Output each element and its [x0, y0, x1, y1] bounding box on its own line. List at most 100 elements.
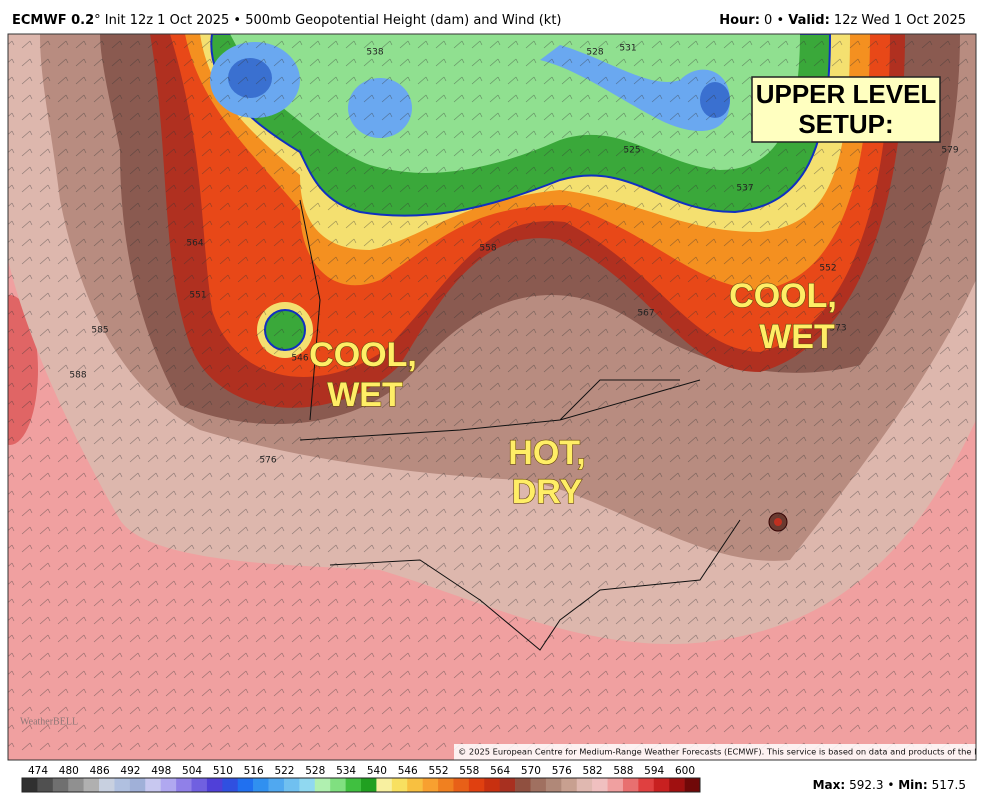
colorbar-swatch — [361, 778, 377, 792]
colorbar-label: 480 — [59, 765, 79, 777]
colorbar-swatch — [453, 778, 470, 792]
colorbar-label: 486 — [90, 765, 110, 777]
stats: Max: 592.3 • Min: 517.5 — [813, 778, 966, 792]
colorbar-label: 522 — [274, 765, 294, 777]
colorbar-swatch — [37, 778, 54, 792]
colorbar-swatch — [515, 778, 531, 792]
colorbar-swatch — [638, 778, 655, 792]
colorbar-swatch — [222, 778, 239, 792]
colorbar-label: 594 — [644, 765, 664, 777]
setup-line: UPPER LEVEL — [756, 79, 937, 109]
copyright-bg — [454, 744, 976, 760]
colorbar-swatch — [484, 778, 500, 792]
map: 538 531 528 537 525 564 551 552 546 558 567 573 576 5… — [8, 34, 984, 760]
colorbar-swatch — [422, 778, 439, 792]
colorbar-swatch — [561, 778, 578, 792]
colorbar-swatch — [545, 778, 562, 792]
borders — [299, 199, 741, 651]
colorbar-label: 504 — [182, 765, 202, 777]
contour-label: 528 — [586, 48, 603, 58]
colorbar-swatch — [345, 778, 362, 792]
contour-label: 588 — [69, 371, 86, 381]
contour-label: 546 — [291, 354, 308, 364]
colorbar-label: 510 — [213, 765, 233, 777]
watermark: WeatherBELL — [20, 716, 78, 727]
colorbar-swatch — [145, 778, 161, 792]
contour-label: 525 — [623, 146, 640, 156]
colorbar-swatch — [191, 778, 208, 792]
colorbar-swatch — [83, 778, 100, 792]
colorbar-swatch — [653, 778, 670, 792]
hour-value: 0 • — [760, 13, 788, 28]
map-frame — [7, 33, 977, 761]
colorbar-swatch — [114, 778, 131, 792]
colorbar-swatch — [391, 778, 408, 792]
colorbar-label: 564 — [490, 765, 510, 777]
east-label: WET — [759, 318, 835, 356]
colorbar-label: 492 — [120, 765, 140, 777]
colorbar-swatch — [607, 778, 624, 792]
sep: • — [884, 778, 899, 792]
colorbar-label: 498 — [151, 765, 171, 777]
colorbar-label: 474 — [28, 765, 48, 777]
colorbar-swatch — [206, 778, 223, 792]
colorbar-label: 576 — [552, 765, 572, 777]
colorbar: 474 480 486 492 498 504 510 516 522 528 534 540 546 5… — [21, 765, 701, 793]
colorbar-swatch — [468, 778, 485, 792]
contour-label: 552 — [819, 264, 836, 274]
colorbar-swatch — [176, 778, 192, 792]
center-label: HOT, — [508, 434, 585, 472]
colorbar-swatch — [499, 778, 516, 792]
colorbar-label: 558 — [459, 765, 479, 777]
colorbar-swatch — [592, 778, 608, 792]
colorbar-swatch — [684, 778, 701, 792]
wind-barbs — [8, 34, 976, 760]
colorbar-frame — [21, 777, 701, 793]
colorbar-label: 540 — [367, 765, 387, 777]
copyright: © 2025 European Centre for Medium-Range … — [458, 747, 984, 757]
hour-label: Hour: — [719, 13, 760, 28]
colorbar-label: 528 — [305, 765, 325, 777]
colorbar-swatch — [129, 778, 146, 792]
colorbar-swatch — [99, 778, 115, 792]
contour-label: 558 — [479, 244, 496, 254]
colorbar-swatch — [268, 778, 285, 792]
colorbar-swatch — [22, 778, 38, 792]
contour-label: 573 — [829, 324, 846, 334]
colorbar-swatch — [376, 778, 393, 792]
colorbar-label: 516 — [244, 765, 264, 777]
colorbar-swatch — [237, 778, 254, 792]
contour-labels: 538 531 528 537 525 564 551 552 546 558 567 573 576 5… — [69, 44, 958, 466]
colorbar-swatch — [299, 778, 316, 792]
contour-label: 537 — [736, 184, 753, 194]
contour-label: 564 — [186, 239, 203, 249]
colorbar-swatch — [52, 778, 69, 792]
valid-value: 12z Wed 1 Oct 2025 — [830, 13, 966, 28]
min-value: 517.5 — [932, 778, 966, 792]
contour-label: 531 — [619, 44, 636, 54]
colorbar-swatch — [314, 778, 331, 792]
max-label: Max: — [813, 778, 846, 792]
contour-label: 585 — [91, 326, 108, 336]
colorbar-label: 546 — [398, 765, 418, 777]
contour-label: 538 — [366, 48, 383, 58]
colorbar-swatch — [669, 778, 685, 792]
colorbar-label: 552 — [429, 765, 449, 777]
setup-box — [751, 76, 941, 143]
valid-label: Valid: — [788, 13, 830, 28]
contour-label: 576 — [259, 456, 276, 466]
min-label: Min: — [898, 778, 927, 792]
colorbar-swatch — [160, 778, 177, 792]
run-info: ° Init 12z 1 Oct 2025 • 500mb Geopotenti… — [94, 13, 561, 28]
colorbar-swatch — [576, 778, 593, 792]
contour-label: 567 — [637, 309, 654, 319]
colorbar-swatch — [622, 778, 639, 792]
colorbar-swatch — [530, 778, 547, 792]
colorbar-swatch — [407, 778, 423, 792]
colorbar-swatch — [330, 778, 346, 792]
east-label: COOL, — [729, 277, 837, 315]
colorbar-label: 600 — [675, 765, 695, 777]
colorbar-label: 588 — [613, 765, 633, 777]
colorbar-label: 582 — [583, 765, 603, 777]
